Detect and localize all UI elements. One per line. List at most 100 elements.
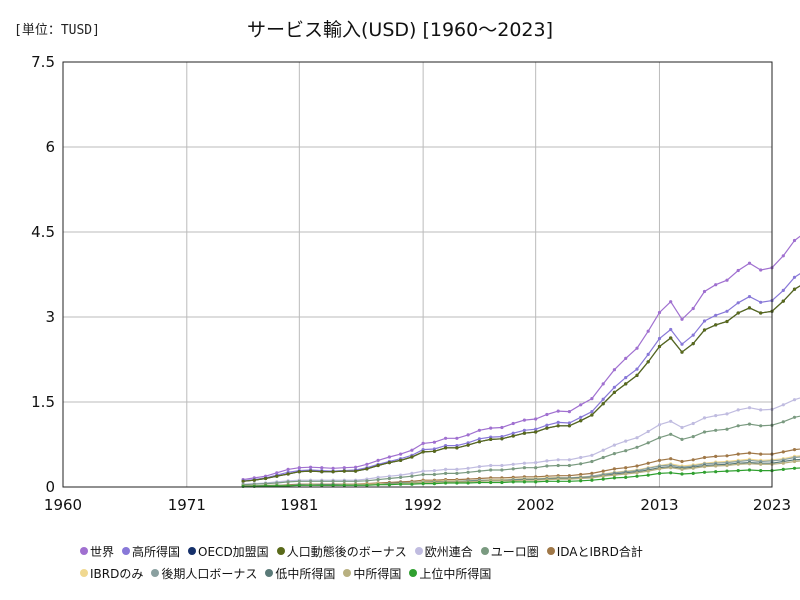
data-point: [376, 458, 380, 462]
data-point: [714, 323, 718, 327]
data-point: [736, 452, 740, 456]
data-point: [567, 477, 572, 481]
data-point: [444, 467, 448, 471]
data-point: [759, 469, 763, 473]
legend-marker-icon: [546, 547, 555, 555]
data-point: [545, 459, 549, 463]
legend-marker-icon: [480, 547, 489, 555]
data-point: [342, 466, 346, 470]
data-point: [702, 430, 707, 434]
data-point: [747, 451, 752, 455]
data-point: [781, 461, 785, 465]
data-point: [500, 468, 504, 472]
data-point: [444, 436, 448, 440]
data-point: [500, 435, 504, 439]
data-point: [320, 479, 324, 483]
data-point: [624, 475, 628, 479]
data-point: [691, 306, 695, 311]
data-point: [590, 471, 594, 475]
data-point: [466, 433, 470, 437]
data-point: [410, 474, 414, 478]
data-point: [241, 484, 245, 488]
data-point: [702, 319, 707, 323]
data-point: [725, 309, 729, 313]
data-point: [646, 429, 650, 434]
data-point: [320, 483, 324, 487]
legend-item: 低中所得国: [265, 565, 335, 582]
data-point: [601, 477, 605, 481]
data-point: [241, 479, 245, 483]
data-point: [275, 471, 279, 475]
data-point: [556, 420, 560, 424]
data-point: [691, 342, 695, 346]
data-point: [646, 461, 650, 465]
legend-marker-icon: [80, 547, 88, 555]
data-point: [657, 310, 662, 315]
data-point: [297, 479, 301, 483]
legend-item: 高所得国: [122, 543, 180, 560]
data-point: [477, 480, 481, 485]
legend-item: 世界: [80, 543, 114, 560]
data-point: [432, 440, 436, 444]
data-point: [747, 468, 752, 472]
data-point: [342, 479, 346, 483]
data-point: [736, 268, 740, 273]
data-point: [567, 463, 572, 468]
data-point: [669, 419, 673, 423]
data-point: [545, 426, 549, 430]
data-point: [792, 415, 797, 419]
data-point: [387, 476, 391, 481]
data-point: [455, 467, 459, 471]
data-point: [657, 467, 662, 471]
data-point: [421, 482, 425, 486]
y-axis-ticks: 0 1.5 3 4.5 6 7.5: [31, 53, 55, 496]
data-point: [365, 462, 369, 466]
data-point: [759, 424, 763, 428]
data-point: [669, 327, 673, 332]
data-point: [601, 382, 605, 386]
y-tick-label: 1.5: [31, 393, 55, 411]
data-point: [736, 469, 740, 473]
data-point: [736, 311, 740, 315]
legend-label: 世界: [90, 544, 115, 559]
data-point: [635, 445, 639, 449]
data-point: [680, 467, 684, 471]
data-point: [466, 466, 470, 470]
data-point: [376, 475, 380, 479]
legend-item: ユーロ圏: [480, 543, 539, 560]
data-point: [759, 408, 763, 412]
data-point: [252, 484, 256, 488]
legend-row: 世界 高所得国 OECD加盟国 人口動態後のボーナス 欧州連合 ユーロ圏 IDAとIBRD合…: [80, 540, 780, 562]
data-point: [522, 466, 527, 470]
data-point: [680, 342, 684, 346]
y-tick-label: 0: [45, 478, 55, 496]
legend-item: OECD加盟国: [188, 543, 269, 560]
data-point: [669, 300, 673, 304]
data-point: [781, 467, 785, 471]
legend-marker-icon: [265, 569, 274, 577]
data-point: [601, 448, 605, 452]
data-point: [500, 480, 504, 485]
legend-label: IDAとIBRD合計: [556, 544, 643, 559]
data-point: [680, 317, 684, 321]
data-point: [556, 479, 560, 483]
data-point: [691, 466, 695, 470]
data-point: [511, 467, 515, 471]
data-point: [725, 463, 729, 468]
data-point: [331, 483, 335, 487]
data-point: [354, 483, 358, 487]
data-point: [612, 467, 617, 471]
data-point: [432, 482, 436, 486]
data-point: [320, 470, 324, 474]
data-point: [747, 462, 752, 466]
data-point: [747, 306, 752, 310]
data-point: [534, 466, 538, 470]
data-point: [275, 481, 279, 485]
data-point: [691, 333, 695, 337]
data-point: [624, 466, 628, 470]
data-point: [702, 465, 707, 469]
legend-item: IDAとIBRD合計: [546, 543, 643, 560]
data-point: [669, 471, 673, 475]
data-point: [702, 328, 707, 332]
